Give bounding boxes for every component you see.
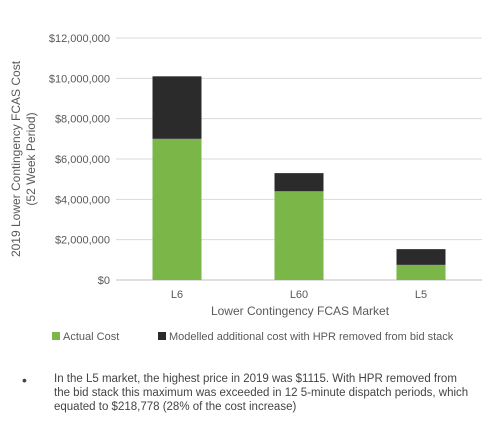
y-tick-label: $6,000,000 <box>55 154 110 166</box>
y-tick-label: $12,000,000 <box>49 33 110 45</box>
x-tick-label: L5 <box>415 289 427 301</box>
x-tick-label: L60 <box>290 289 308 301</box>
y-axis-title-line1: 2019 Lower Contingency FCAS Cost <box>9 60 23 257</box>
legend: Actual Cost Modelled additional cost with… <box>52 331 454 343</box>
legend-label: Modelled additional cost with HPR remove… <box>169 331 454 343</box>
y-axis-ticks: $0 $2,000,000 $4,000,000 $6,000,000 $8,000,0… <box>49 33 110 287</box>
y-tick-label: $0 <box>98 275 110 287</box>
note-bullet: • <box>22 372 27 388</box>
x-tick-label: L6 <box>171 289 183 301</box>
bar-l60-series-1 <box>274 191 324 280</box>
bar-l6-series-1 <box>152 138 202 280</box>
y-tick-label: $4,000,000 <box>55 194 110 206</box>
bar-l5-series-1 <box>396 264 446 280</box>
x-axis-title: Lower Contingency FCAS Market <box>211 304 390 318</box>
bar-l5-series-2 <box>396 249 446 265</box>
legend-swatch <box>52 332 60 340</box>
bar-l60-series-2 <box>274 173 324 192</box>
legend-label: Actual Cost <box>63 331 119 343</box>
note-text: In the L5 market, the highest price in 2… <box>54 373 469 413</box>
y-tick-label: $2,000,000 <box>55 235 110 247</box>
stacked-bar-chart: $0 $2,000,000 $4,000,000 $6,000,000 $8,000,0… <box>9 33 482 343</box>
y-tick-label: $10,000,000 <box>49 73 110 85</box>
bar-l6-series-2 <box>152 76 202 139</box>
legend-swatch <box>158 332 166 340</box>
y-axis-title-line2: (52 Week Period) <box>24 112 38 205</box>
x-axis-ticks: L6 L60 L5 <box>171 289 427 301</box>
bars <box>152 76 446 280</box>
y-tick-label: $8,000,000 <box>55 114 110 126</box>
